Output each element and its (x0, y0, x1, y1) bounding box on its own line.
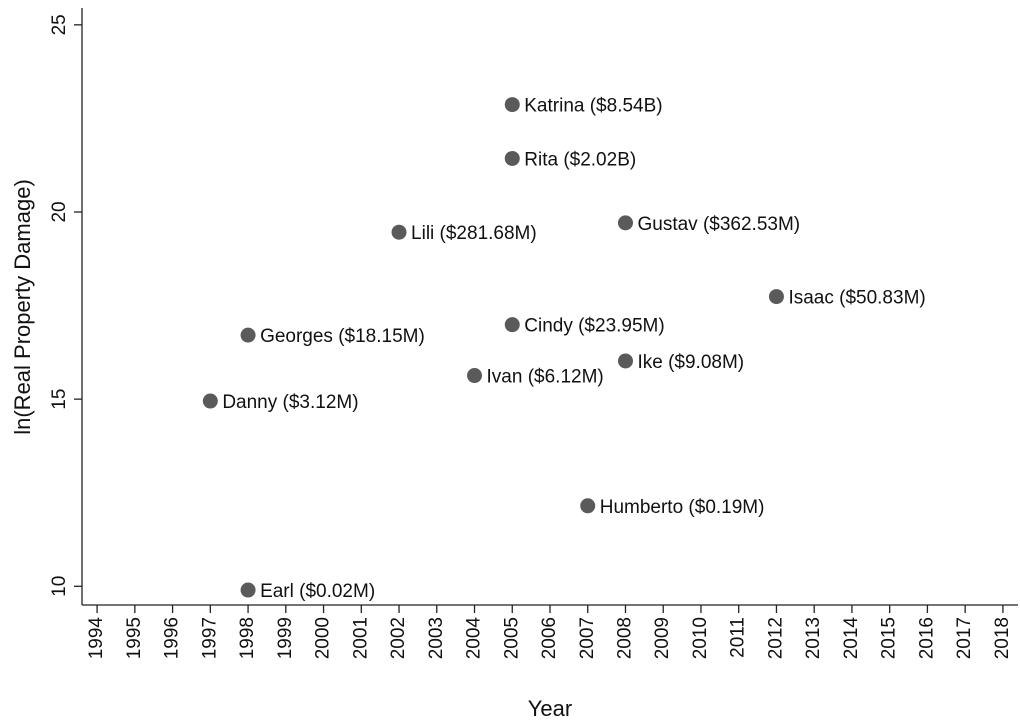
point (240, 327, 256, 343)
point-label: Katrina ($8.54B) (524, 96, 662, 117)
point (580, 498, 596, 514)
x-tick-label: 2015 (879, 617, 900, 659)
point-label: Ike ($9.08M) (637, 352, 744, 373)
point (617, 215, 633, 231)
point-label: Rita ($2.02B) (524, 149, 636, 170)
x-tick-label: 1999 (275, 617, 296, 659)
point (768, 289, 784, 305)
x-tick-label: 2000 (313, 617, 334, 659)
y-axis-title: ln(Real Property Damage) (10, 179, 35, 435)
point-label: Lili ($281.68M) (411, 223, 537, 244)
point (467, 368, 483, 384)
x-tick-label: 1998 (237, 617, 258, 659)
point-label: Danny ($3.12M) (222, 392, 358, 413)
point-label: Cindy ($23.95M) (524, 316, 664, 337)
point (617, 353, 633, 369)
x-tick-label: 1994 (86, 617, 107, 660)
x-tick-label: 2018 (992, 617, 1013, 659)
x-tick-label: 2010 (690, 617, 711, 659)
x-tick-label: 2009 (652, 617, 673, 659)
x-tick-label: 1995 (124, 617, 145, 659)
x-tick-label: 2005 (501, 617, 522, 659)
x-tick-label: 2012 (765, 617, 786, 659)
x-tick-label: 2016 (916, 617, 937, 659)
y-tick-label: 25 (49, 14, 70, 35)
point (504, 317, 520, 333)
x-tick-label: 2008 (614, 617, 635, 659)
point-label: Georges ($18.15M) (260, 326, 425, 347)
x-tick-label: 2013 (803, 617, 824, 659)
point (240, 582, 256, 598)
point-label: Earl ($0.02M) (260, 581, 375, 602)
x-tick-label: 2007 (577, 617, 598, 659)
x-tick-label: 1997 (199, 617, 220, 659)
x-tick-label: 2017 (954, 617, 975, 659)
x-tick-label: 2002 (388, 617, 409, 659)
point (504, 150, 520, 166)
point-label: Ivan ($6.12M) (487, 367, 604, 388)
y-tick-label: 20 (49, 201, 70, 222)
y-tick-label: 15 (49, 389, 70, 410)
x-tick-label: 2014 (841, 617, 862, 660)
point-label: Gustav ($362.53M) (637, 214, 800, 235)
point (504, 97, 520, 113)
point-label: Humberto ($0.19M) (600, 497, 765, 518)
point (391, 224, 407, 240)
y-tick-label: 10 (49, 576, 70, 597)
point-label: Isaac ($50.83M) (788, 288, 925, 309)
x-axis-title: Year (528, 696, 572, 721)
x-tick-label: 1996 (162, 617, 183, 659)
x-tick-label: 2003 (426, 617, 447, 659)
point (202, 393, 218, 409)
x-tick-label: 2004 (464, 617, 485, 660)
x-tick-label: 2006 (539, 617, 560, 659)
x-tick-label: 2001 (350, 617, 371, 659)
x-tick-label: 2011 (728, 617, 749, 658)
